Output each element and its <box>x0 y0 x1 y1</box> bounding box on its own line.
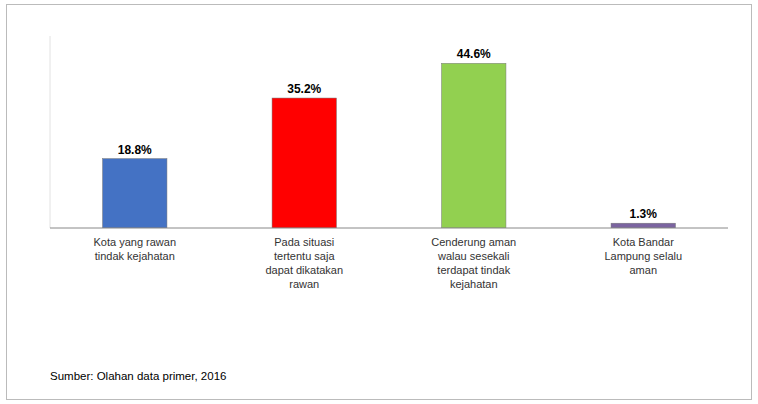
x-tick-labels: Kota yang rawantindak kejahatan Pada situ… <box>93 236 682 290</box>
source-note: Sumber: Olahan data primer, 2016 <box>50 370 226 382</box>
data-label: 35.2% <box>287 82 321 96</box>
bar <box>272 98 336 228</box>
data-label: 1.3% <box>630 207 658 221</box>
x-tick-label: Kota yang rawantindak kejahatan <box>93 236 176 262</box>
chart-container: 18.8% 35.2% 44.6% 1.3% Kota yang rawantindak… <box>0 0 758 404</box>
chart-svg: 18.8% 35.2% 44.6% 1.3% Kota yang rawantindak… <box>0 0 758 404</box>
data-labels: 18.8% 35.2% 44.6% 1.3% <box>118 47 658 221</box>
x-tick-label: Cenderung amanwalau sesekaliterdapat tin… <box>431 236 516 290</box>
background <box>0 0 758 404</box>
x-tick-label: Pada situasitertentu sajadapat dikatakan… <box>265 236 343 290</box>
bar <box>442 63 506 228</box>
bar <box>611 223 675 228</box>
y-range-line <box>50 36 51 228</box>
x-tick-label: Kota BandarLampung selaluaman <box>604 236 682 276</box>
figure-border <box>7 5 752 400</box>
x-axis-line <box>50 228 728 229</box>
bars <box>103 63 676 228</box>
bar <box>103 159 167 228</box>
data-label: 44.6% <box>457 47 491 61</box>
data-label: 18.8% <box>118 143 152 157</box>
